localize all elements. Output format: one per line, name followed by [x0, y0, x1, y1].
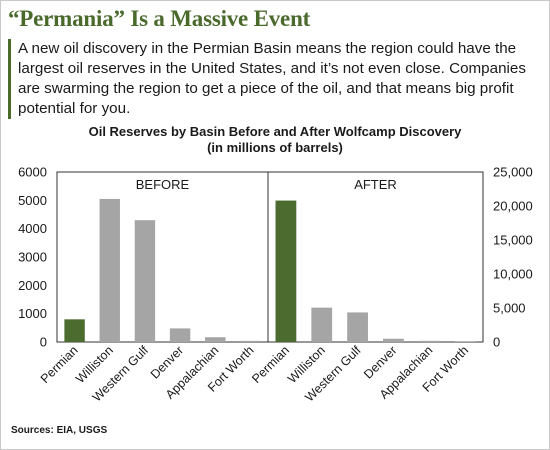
chart-subtitle: (in millions of barrels): [207, 140, 343, 155]
y-tick-label: 6000: [18, 165, 47, 180]
bar-after-denver: [383, 338, 404, 342]
category-label: Permian: [249, 343, 292, 386]
y-tick-label: 20,000: [493, 199, 533, 214]
plot-frame: [56, 171, 484, 343]
y-tick-label: 25,000: [493, 165, 533, 180]
category-label: Permian: [38, 343, 81, 386]
y-tick-label: 5000: [18, 193, 47, 208]
bar-before-permian: [64, 319, 85, 342]
y-tick-label: 15,000: [493, 233, 533, 248]
bar-after-williston: [311, 307, 333, 342]
bar-before-appalachian: [205, 337, 226, 342]
chart-title-block: Oil Reserves by Basin Before and After W…: [0, 124, 550, 156]
headline: “Permania” Is a Massive Event: [8, 6, 311, 31]
y-tick-label: 0: [40, 335, 47, 350]
y-tick-label: 0: [493, 335, 500, 350]
panel-label-before: BEFORE: [136, 177, 190, 192]
y-tick-label: 2000: [18, 278, 47, 293]
panel-label-after: AFTER: [354, 177, 397, 192]
bar-before-fort-worth: [240, 340, 261, 342]
bar-before-denver: [169, 328, 191, 342]
sources-note: Sources: EIA, USGS: [11, 425, 108, 436]
bar-after-permian: [275, 200, 297, 342]
bar-before-western-gulf: [134, 220, 156, 342]
y-tick-label: 4000: [18, 221, 47, 236]
bar-after-appalachian: [418, 340, 440, 342]
chart-title: Oil Reserves by Basin Before and After W…: [88, 124, 462, 139]
bar-after-western-gulf: [347, 312, 368, 342]
bar-before-williston: [99, 198, 120, 342]
y-tick-label: 5,000: [493, 301, 526, 316]
intro-paragraph: A new oil discovery in the Permian Basin…: [8, 39, 542, 119]
y-tick-label: 3000: [18, 250, 47, 265]
y-tick-label: 10,000: [493, 267, 533, 282]
y-tick-label: 1000: [18, 306, 47, 321]
